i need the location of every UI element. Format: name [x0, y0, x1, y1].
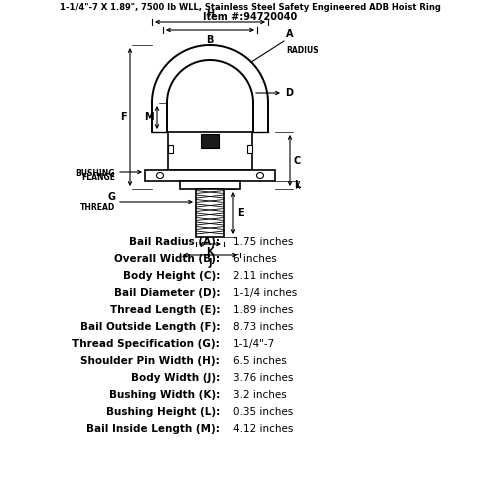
- Text: Thread Length (E):: Thread Length (E):: [110, 305, 220, 315]
- Text: Bushing Width (K):: Bushing Width (K):: [109, 390, 220, 400]
- Text: D: D: [285, 88, 293, 98]
- Text: 8.73 inches: 8.73 inches: [233, 322, 294, 332]
- Bar: [168, 132, 252, 170]
- Ellipse shape: [156, 172, 164, 178]
- Text: Body Height (C):: Body Height (C):: [122, 271, 220, 281]
- Bar: [168, 145, 173, 153]
- Text: Bushing Height (L):: Bushing Height (L):: [106, 407, 220, 417]
- Text: M: M: [144, 112, 154, 122]
- Text: 3.76 inches: 3.76 inches: [233, 373, 294, 383]
- Text: 6.5 inches: 6.5 inches: [233, 356, 287, 366]
- Text: Bail Inside Length (M):: Bail Inside Length (M):: [86, 424, 220, 434]
- Bar: [180, 181, 240, 189]
- Text: 1-1/4 inches: 1-1/4 inches: [233, 288, 297, 298]
- Text: 1.75 inches: 1.75 inches: [233, 237, 294, 247]
- Bar: [196, 189, 224, 237]
- Text: Thread Specification (G):: Thread Specification (G):: [72, 339, 220, 349]
- Text: THREAD: THREAD: [80, 202, 115, 211]
- Text: BUSHING: BUSHING: [76, 168, 115, 177]
- Text: 1-1/4"-7: 1-1/4"-7: [233, 339, 275, 349]
- Text: FLANGE: FLANGE: [81, 174, 115, 182]
- Text: J: J: [208, 258, 212, 268]
- Text: Overall Width (B):: Overall Width (B):: [114, 254, 220, 264]
- Text: 1.89 inches: 1.89 inches: [233, 305, 294, 315]
- Text: Bail Radius (A):: Bail Radius (A):: [129, 237, 220, 247]
- Text: 2.11 inches: 2.11 inches: [233, 271, 294, 281]
- Text: 1-1/4"-7 X 1.89", 7500 lb WLL, Stainless Steel Safety Engineered ADB Hoist Ring: 1-1/4"-7 X 1.89", 7500 lb WLL, Stainless…: [60, 3, 440, 12]
- Ellipse shape: [256, 172, 264, 178]
- Text: F: F: [120, 112, 127, 122]
- Text: L: L: [294, 180, 300, 190]
- Text: K: K: [206, 247, 214, 257]
- Bar: [247, 145, 252, 153]
- Bar: [145, 170, 275, 181]
- Text: RADIUS: RADIUS: [286, 46, 318, 55]
- Text: 0.35 inches: 0.35 inches: [233, 407, 293, 417]
- Text: B: B: [206, 35, 214, 45]
- Text: 4.12 inches: 4.12 inches: [233, 424, 294, 434]
- Bar: [201, 134, 219, 148]
- Text: Body Width (J):: Body Width (J):: [131, 373, 220, 383]
- Text: Shoulder Pin Width (H):: Shoulder Pin Width (H):: [80, 356, 220, 366]
- Text: 3.2 inches: 3.2 inches: [233, 390, 287, 400]
- Text: G: G: [107, 192, 115, 202]
- Text: 6 inches: 6 inches: [233, 254, 277, 264]
- Text: C: C: [294, 156, 301, 166]
- Text: A: A: [286, 29, 294, 39]
- Text: Bail Outside Length (F):: Bail Outside Length (F):: [80, 322, 220, 332]
- Text: E: E: [237, 208, 244, 218]
- Text: H: H: [206, 9, 214, 19]
- Text: Item #:94720040: Item #:94720040: [203, 12, 297, 22]
- Text: Bail Diameter (D):: Bail Diameter (D):: [114, 288, 220, 298]
